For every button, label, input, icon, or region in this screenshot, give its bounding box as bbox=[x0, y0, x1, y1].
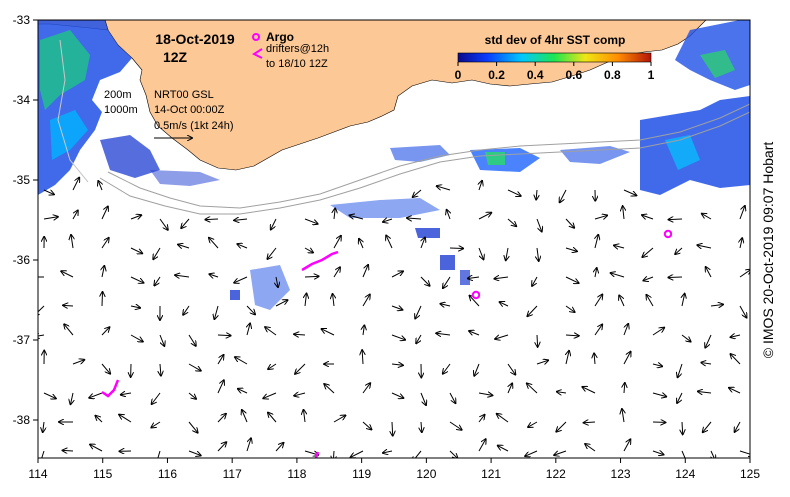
x-tick-label: 116 bbox=[158, 467, 177, 481]
current-arrow bbox=[682, 422, 683, 434]
x-tick-label: 118 bbox=[287, 467, 306, 481]
x-tick-label: 121 bbox=[481, 467, 501, 481]
current-arrow bbox=[205, 219, 218, 220]
y-tick-label: -37 bbox=[13, 333, 31, 347]
x-tick-label: 115 bbox=[93, 467, 112, 481]
current-arrow bbox=[63, 450, 73, 451]
x-tick-label: 114 bbox=[28, 467, 47, 481]
y-tick-label: -34 bbox=[13, 93, 31, 107]
nrt-date: 14-Oct 00:00Z bbox=[154, 104, 225, 116]
colorbar-tick-label: 0 bbox=[455, 68, 462, 82]
y-axis: -33 -34 -35 -36 -37 -38 bbox=[13, 13, 38, 427]
x-tick-label: 119 bbox=[352, 467, 371, 481]
contour-label-200: 200m bbox=[104, 89, 132, 101]
colorbar-tick-label: 0.8 bbox=[604, 68, 621, 82]
credit-text: © IMOS 20-Oct-2019 09:07 Hobart bbox=[760, 142, 776, 359]
current-arrow bbox=[392, 422, 393, 436]
current-arrow bbox=[537, 335, 538, 347]
x-tick-label: 125 bbox=[740, 467, 760, 481]
colorbar-tick-label: 0.6 bbox=[565, 68, 582, 82]
date-title: 18-Oct-2019 bbox=[155, 31, 235, 47]
nrt-label: NRT00 GSL bbox=[154, 89, 214, 101]
y-tick-label: -36 bbox=[13, 253, 31, 267]
drifters-legend-sub: to 18/10 12Z bbox=[266, 58, 328, 70]
y-tick-label: -38 bbox=[13, 413, 31, 427]
contour-label-1000: 1000m bbox=[104, 104, 138, 116]
y-tick-label: -35 bbox=[13, 173, 31, 187]
x-axis: 114 115 116 117 118 119 120 121 122 123 124 125 bbox=[28, 458, 760, 481]
hour-title: 12Z bbox=[163, 49, 188, 65]
colorbar-tick-label: 0.2 bbox=[488, 68, 505, 82]
current-arrow bbox=[218, 335, 231, 336]
colorbar bbox=[458, 53, 651, 62]
current-arrow bbox=[333, 451, 334, 461]
colorbar-tick-label: 1 bbox=[648, 68, 655, 82]
x-tick-label: 117 bbox=[223, 467, 242, 481]
x-tick-label: 123 bbox=[611, 467, 631, 481]
scale-label: 0.5m/s (1kt 24h) bbox=[154, 120, 233, 132]
x-tick-label: 122 bbox=[546, 467, 566, 481]
argo-legend-label: Argo bbox=[266, 30, 294, 44]
current-arrow bbox=[102, 292, 103, 306]
current-arrow bbox=[669, 219, 682, 220]
current-arrow bbox=[305, 276, 319, 277]
colorbar-tick-label: 0.4 bbox=[527, 68, 544, 82]
colorbar-title: std dev of 4hr SST comp bbox=[485, 33, 626, 47]
drifters-legend-label: drifters@12h bbox=[266, 43, 329, 55]
x-tick-label: 120 bbox=[416, 467, 436, 481]
y-tick-label: -33 bbox=[13, 13, 31, 27]
x-tick-label: 124 bbox=[675, 467, 695, 481]
current-arrow bbox=[63, 305, 73, 306]
